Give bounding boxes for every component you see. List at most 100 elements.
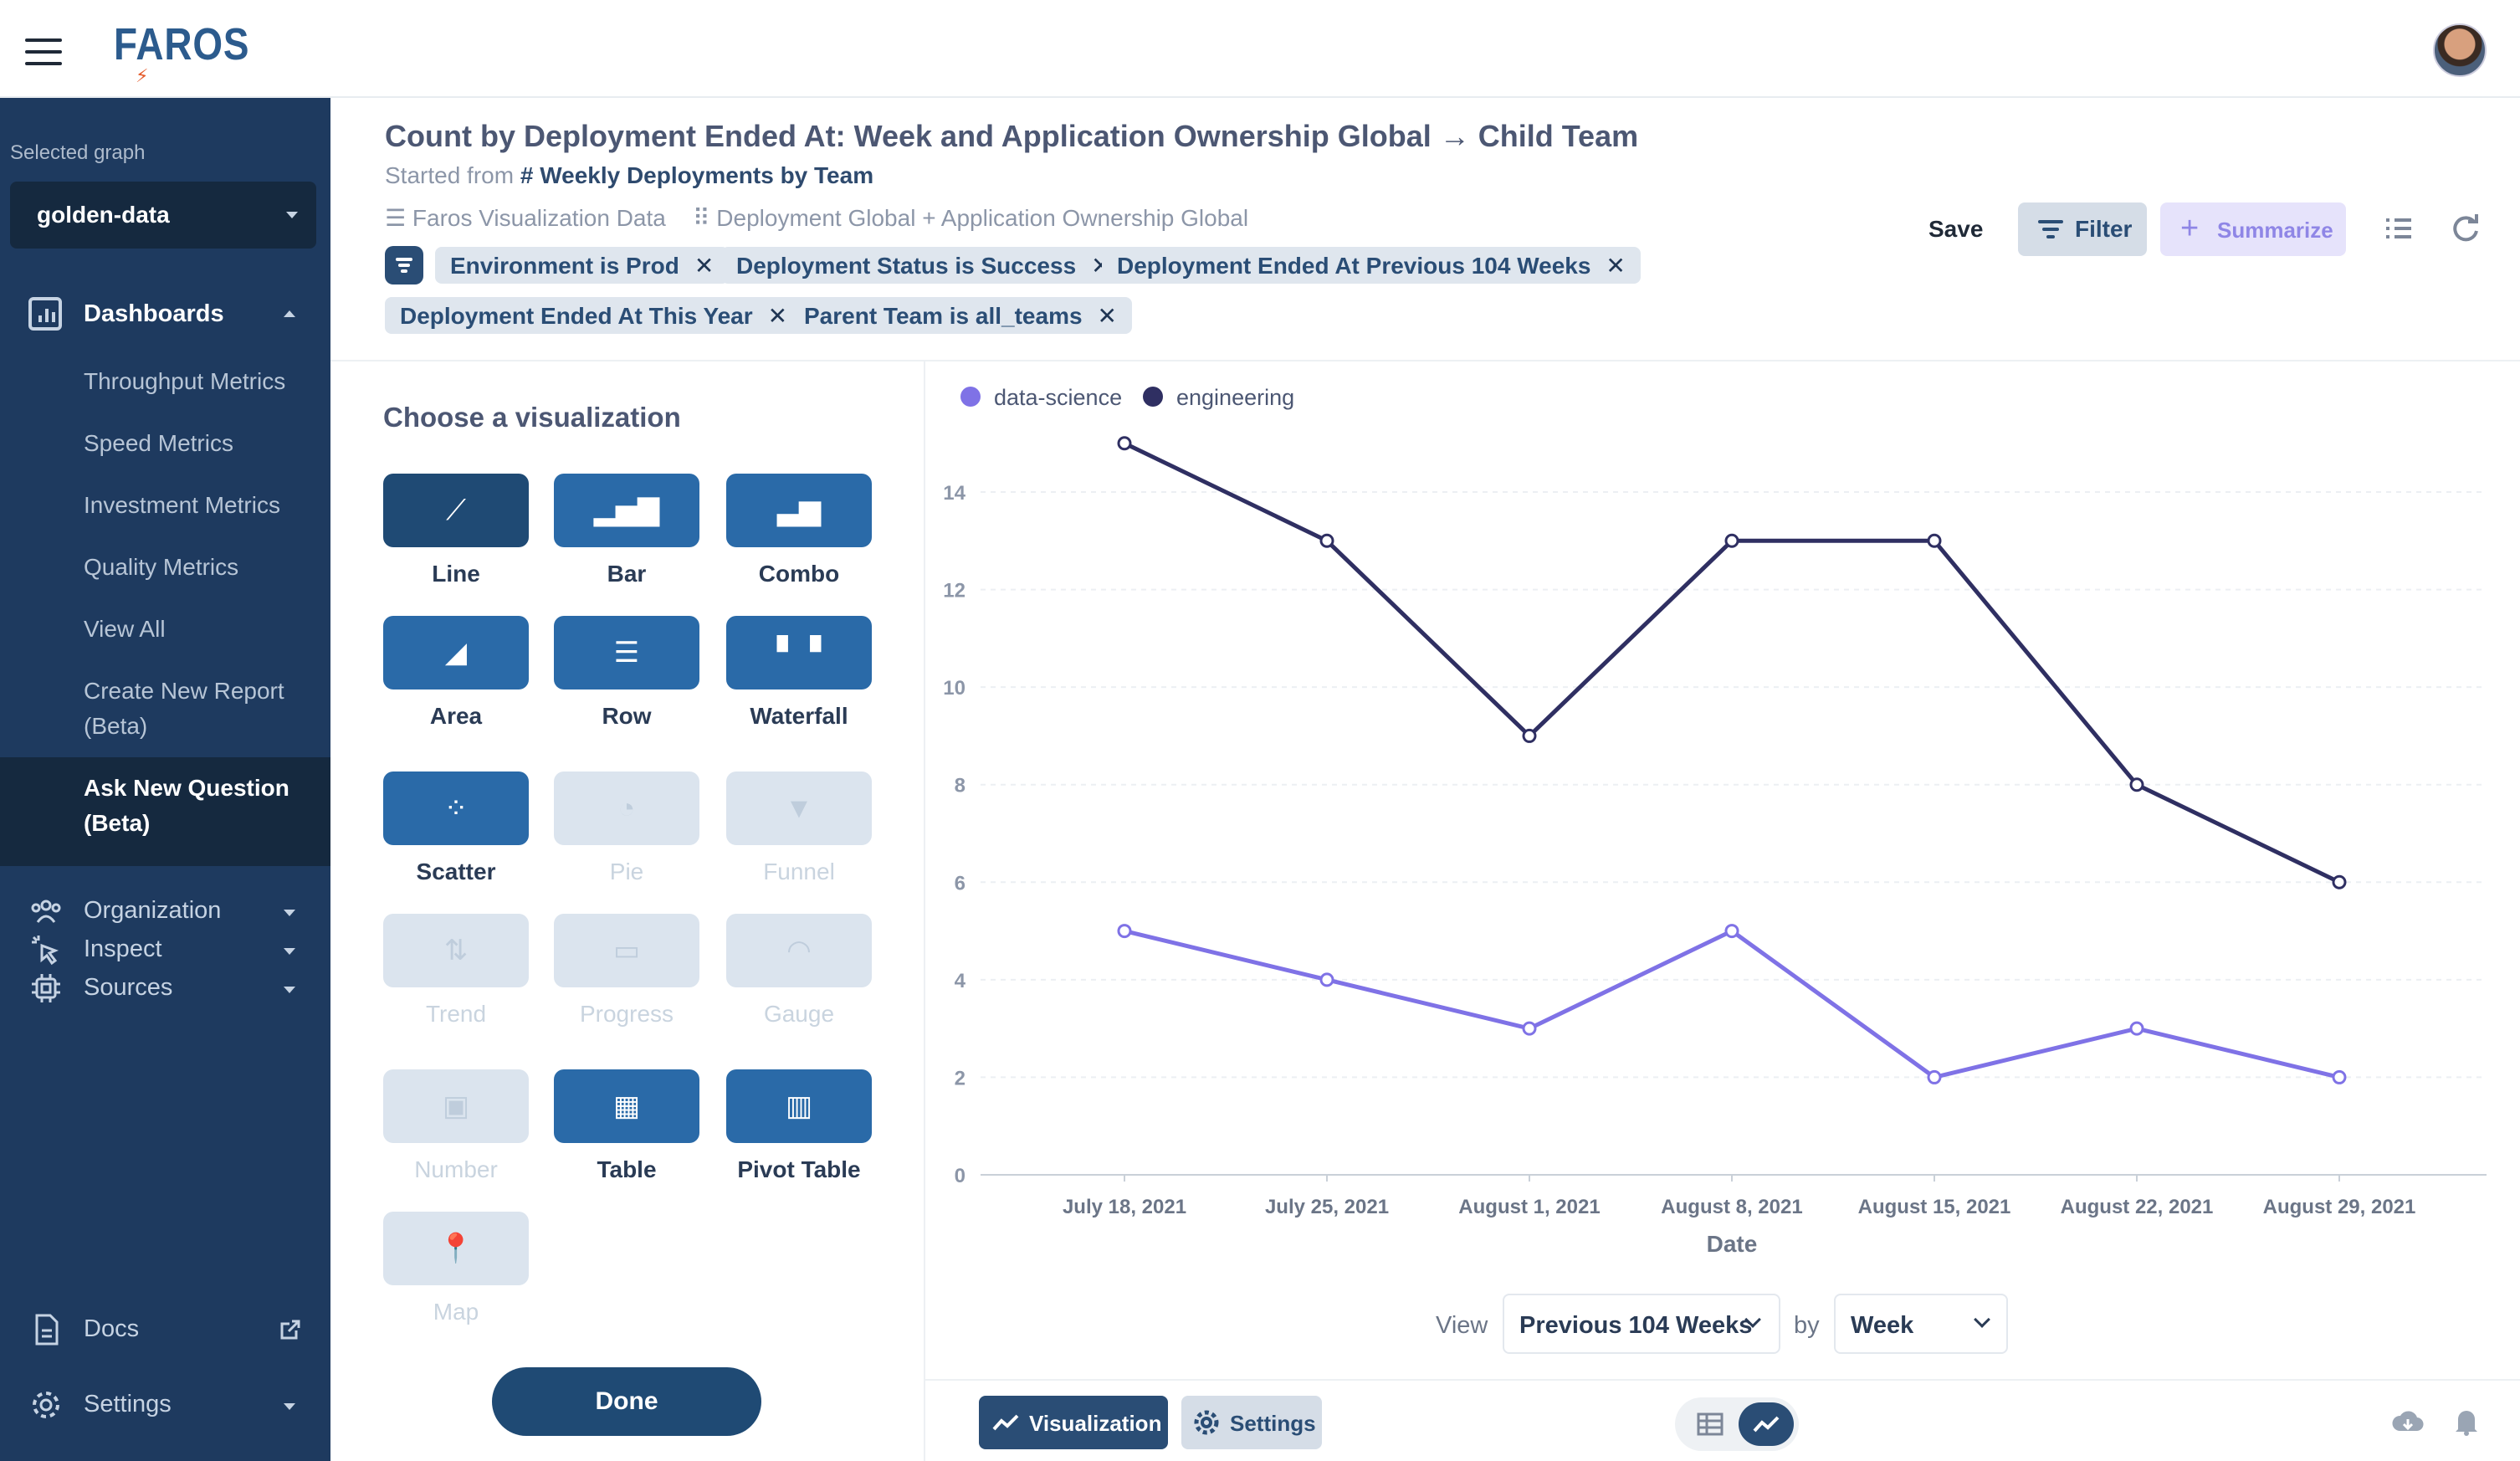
data-point bbox=[1522, 1021, 1537, 1036]
line-chart: data-science engineering 0 2 4 6 8 10 12 14 July 1… bbox=[943, 385, 2487, 1257]
viz-bar-button[interactable]: ▂▅▇ bbox=[554, 474, 699, 547]
filter-button-label: Filter bbox=[2075, 216, 2133, 242]
data-point bbox=[2129, 1021, 2144, 1036]
x-tick-label: August 15, 2021 bbox=[1858, 1196, 2011, 1218]
viz-scatter-button[interactable]: ⁘ bbox=[383, 772, 529, 845]
viz-gauge-button[interactable]: ◠ bbox=[726, 914, 872, 987]
viz-area-button[interactable]: ◢ bbox=[383, 616, 529, 689]
legend-label: engineering bbox=[1176, 385, 1294, 410]
summarize-button[interactable]: + Summarize bbox=[2160, 202, 2346, 256]
sidebar-item-view-all[interactable]: View All bbox=[84, 616, 166, 642]
sidebar-item-ask-new-question[interactable]: Ask New Question (Beta) bbox=[84, 771, 289, 841]
data-source-label: Faros Visualization Data bbox=[412, 205, 666, 231]
viz-number-button[interactable]: ▣ bbox=[383, 1069, 529, 1143]
download-icon[interactable] bbox=[2391, 1409, 2425, 1436]
gear-icon bbox=[33, 1392, 59, 1418]
x-tick-label: July 25, 2021 bbox=[1265, 1196, 1389, 1218]
logo[interactable]: FAROS bbox=[114, 19, 250, 69]
viz-trend-button[interactable]: ⇅ bbox=[383, 914, 529, 987]
viz-table-button[interactable]: ▦ bbox=[554, 1069, 699, 1143]
x-tick-label: August 1, 2021 bbox=[1458, 1196, 1600, 1218]
filter-pill-previous-weeks[interactable]: Deployment Ended At Previous 104 Weeks ✕ bbox=[1102, 247, 1641, 284]
list-view-icon[interactable] bbox=[2384, 216, 2413, 241]
sidebar-item-create-new-report[interactable]: Create New Report (Beta) bbox=[84, 674, 284, 744]
close-icon[interactable]: ✕ bbox=[767, 303, 788, 329]
visualization-tab[interactable]: Visualization bbox=[979, 1396, 1168, 1449]
sidebar-item-sources[interactable]: Sources bbox=[0, 964, 330, 1014]
chip-icon bbox=[32, 974, 60, 1002]
table-view-icon[interactable] bbox=[1697, 1412, 1724, 1436]
document-icon bbox=[35, 1314, 59, 1346]
viz-row-button[interactable]: ☰ bbox=[554, 616, 699, 689]
bottom-bar-divider bbox=[925, 1379, 2520, 1381]
filter-pill-this-year[interactable]: Deployment Ended At This Year ✕ bbox=[385, 297, 803, 334]
filter-pill-parent-team[interactable]: Parent Team is all_teams ✕ bbox=[789, 297, 1133, 334]
sidebar-item-quality-metrics[interactable]: Quality Metrics bbox=[84, 554, 239, 580]
data-point bbox=[2332, 874, 2347, 889]
viz-funnel-button[interactable]: ▼ bbox=[726, 772, 872, 845]
table-source[interactable]: ⠿ Deployment Global + Application Owners… bbox=[693, 204, 1248, 232]
viz-combo-button[interactable]: ▃▆ bbox=[726, 474, 872, 547]
viz-gauge-label: Gauge bbox=[763, 1001, 835, 1027]
graph-select[interactable]: golden-data bbox=[10, 182, 316, 249]
viz-trend-label: Trend bbox=[425, 1001, 487, 1027]
line-chart-icon bbox=[992, 1414, 1019, 1431]
display-toggle[interactable] bbox=[1675, 1397, 1799, 1451]
bell-icon[interactable] bbox=[2453, 1407, 2480, 1436]
settings-tab[interactable]: Settings bbox=[1181, 1396, 1322, 1449]
done-button[interactable]: Done bbox=[492, 1367, 761, 1436]
visualization-tab-label: Visualization bbox=[1029, 1411, 1162, 1436]
sidebar-item-inspect[interactable]: Inspect bbox=[0, 925, 330, 976]
chart-view-toggle[interactable] bbox=[1739, 1402, 1794, 1446]
sidebar-item-dashboards[interactable]: Dashboards bbox=[0, 285, 330, 344]
dashboard-icon bbox=[28, 297, 62, 331]
y-tick-label: 0 bbox=[955, 1165, 965, 1187]
sidebar-item-label: Organization bbox=[84, 897, 222, 924]
panel-divider bbox=[924, 361, 925, 1461]
logo-bolt-icon: ⚡ bbox=[136, 65, 149, 86]
close-icon[interactable]: ✕ bbox=[1606, 253, 1626, 279]
period-select[interactable]: Previous 104 Weeks bbox=[1503, 1294, 1780, 1354]
menu-icon[interactable] bbox=[25, 38, 62, 65]
legend-swatch bbox=[1143, 387, 1163, 407]
close-icon[interactable]: ✕ bbox=[1097, 303, 1118, 329]
combo-chart-icon: ▃▆ bbox=[776, 495, 822, 526]
started-from-link[interactable]: # Weekly Deployments by Team bbox=[520, 162, 874, 188]
sidebar-item-docs[interactable]: Docs bbox=[0, 1305, 330, 1356]
filter-pill-status[interactable]: Deployment Status is Success ✕ bbox=[721, 247, 1126, 284]
y-tick-label: 8 bbox=[955, 775, 965, 797]
viz-pivot-table-button[interactable]: ▥ bbox=[726, 1069, 872, 1143]
caret-down-icon bbox=[284, 948, 295, 955]
sidebar-item-label-beta: (Beta) bbox=[84, 810, 151, 836]
data-point bbox=[2332, 1069, 2347, 1084]
unit-select[interactable]: Week bbox=[1834, 1294, 2008, 1354]
viz-map-button[interactable]: 📍 bbox=[383, 1212, 529, 1285]
sidebar-item-throughput-metrics[interactable]: Throughput Metrics bbox=[84, 368, 286, 394]
close-icon[interactable]: ✕ bbox=[694, 253, 715, 279]
sidebar-item-organization[interactable]: Organization bbox=[0, 887, 330, 937]
data-point bbox=[1927, 533, 1942, 548]
viz-progress-button[interactable]: ▭ bbox=[554, 914, 699, 987]
filter-toggle-icon[interactable] bbox=[385, 246, 423, 285]
y-tick-label: 12 bbox=[943, 580, 965, 602]
avatar[interactable] bbox=[2433, 23, 2487, 77]
sidebar-item-label: Docs bbox=[84, 1315, 140, 1342]
sidebar-item-speed-metrics[interactable]: Speed Metrics bbox=[84, 430, 233, 456]
filter-pill-environment[interactable]: Environment is Prod ✕ bbox=[435, 247, 730, 284]
filter-button[interactable]: Filter bbox=[2018, 202, 2147, 256]
map-pin-icon: 📍 bbox=[438, 1233, 474, 1264]
data-source[interactable]: ☰ Faros Visualization Data bbox=[385, 204, 666, 232]
legend-label: data-science bbox=[994, 385, 1122, 410]
viz-waterfall-label: Waterfall bbox=[750, 703, 848, 729]
data-point bbox=[1117, 436, 1132, 451]
sidebar-item-investment-metrics[interactable]: Investment Metrics bbox=[84, 492, 280, 518]
viz-pie-button[interactable]: ◔ bbox=[554, 772, 699, 845]
people-icon bbox=[31, 900, 61, 923]
viz-waterfall-button[interactable]: ▘▝ bbox=[726, 616, 872, 689]
refresh-icon[interactable] bbox=[2451, 214, 2480, 243]
data-point bbox=[1724, 533, 1739, 548]
summarize-button-label: Summarize bbox=[2217, 218, 2333, 243]
save-button[interactable]: Save bbox=[1928, 216, 1984, 242]
sidebar-item-settings[interactable]: Settings bbox=[0, 1381, 330, 1431]
viz-line-button[interactable]: ⟋ bbox=[383, 474, 529, 547]
